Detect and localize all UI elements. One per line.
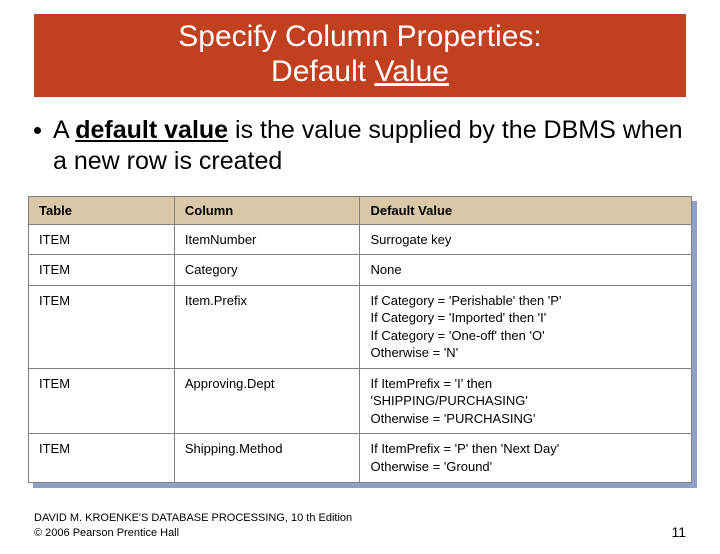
slide-title-line-2: Default Value: [44, 55, 676, 90]
bullet-text: A default value is the value supplied by…: [53, 115, 686, 178]
cell-default: If ItemPrefix = 'I' then 'SHIPPING/PURCH…: [360, 368, 692, 434]
table-header-column: Column: [174, 196, 360, 224]
table-header-default: Default Value: [360, 196, 692, 224]
cell-table: ITEM: [29, 434, 175, 482]
footer-page-number: 11: [671, 524, 686, 540]
defaults-table: Table Column Default Value ITEM ItemNumb…: [28, 196, 692, 483]
cell-table: ITEM: [29, 285, 175, 368]
cell-table: ITEM: [29, 368, 175, 434]
footer-line-2: © 2006 Pearson Prentice Hall: [34, 526, 352, 540]
bullet-list: A default value is the value supplied by…: [34, 115, 686, 178]
cell-table: ITEM: [29, 255, 175, 286]
cell-default: None: [360, 255, 692, 286]
cell-table: ITEM: [29, 224, 175, 255]
slide-title-banner: Specify Column Properties: Default Value: [34, 14, 686, 97]
table-row: ITEM Approving.Dept If ItemPrefix = 'I' …: [29, 368, 692, 434]
cell-default: If Category = 'Perishable' then 'P' If C…: [360, 285, 692, 368]
slide-title-line-2-underlined: Value: [374, 55, 449, 88]
table-row: ITEM Category None: [29, 255, 692, 286]
cell-column: ItemNumber: [174, 224, 360, 255]
slide-title-line-1: Specify Column Properties:: [44, 20, 676, 55]
bullet-item: A default value is the value supplied by…: [34, 115, 686, 178]
defaults-table-container: Table Column Default Value ITEM ItemNumb…: [28, 196, 692, 483]
table-header-table: Table: [29, 196, 175, 224]
footer-attribution: DAVID M. KROENKE'S DATABASE PROCESSING, …: [34, 511, 352, 540]
table-header-row: Table Column Default Value: [29, 196, 692, 224]
cell-column: Shipping.Method: [174, 434, 360, 482]
cell-column: Approving.Dept: [174, 368, 360, 434]
cell-column: Category: [174, 255, 360, 286]
bullet-dot-icon: [34, 127, 41, 134]
table-row: ITEM Shipping.Method If ItemPrefix = 'P'…: [29, 434, 692, 482]
bullet-prefix: A: [53, 116, 75, 144]
table-row: ITEM Item.Prefix If Category = 'Perishab…: [29, 285, 692, 368]
cell-default: Surrogate key: [360, 224, 692, 255]
cell-column: Item.Prefix: [174, 285, 360, 368]
slide-footer: DAVID M. KROENKE'S DATABASE PROCESSING, …: [34, 511, 686, 540]
bullet-term: default value: [75, 116, 228, 144]
cell-default: If ItemPrefix = 'P' then 'Next Day' Othe…: [360, 434, 692, 482]
footer-line-1: DAVID M. KROENKE'S DATABASE PROCESSING, …: [34, 511, 352, 525]
slide-title-line-2-prefix: Default: [271, 55, 374, 88]
table-row: ITEM ItemNumber Surrogate key: [29, 224, 692, 255]
